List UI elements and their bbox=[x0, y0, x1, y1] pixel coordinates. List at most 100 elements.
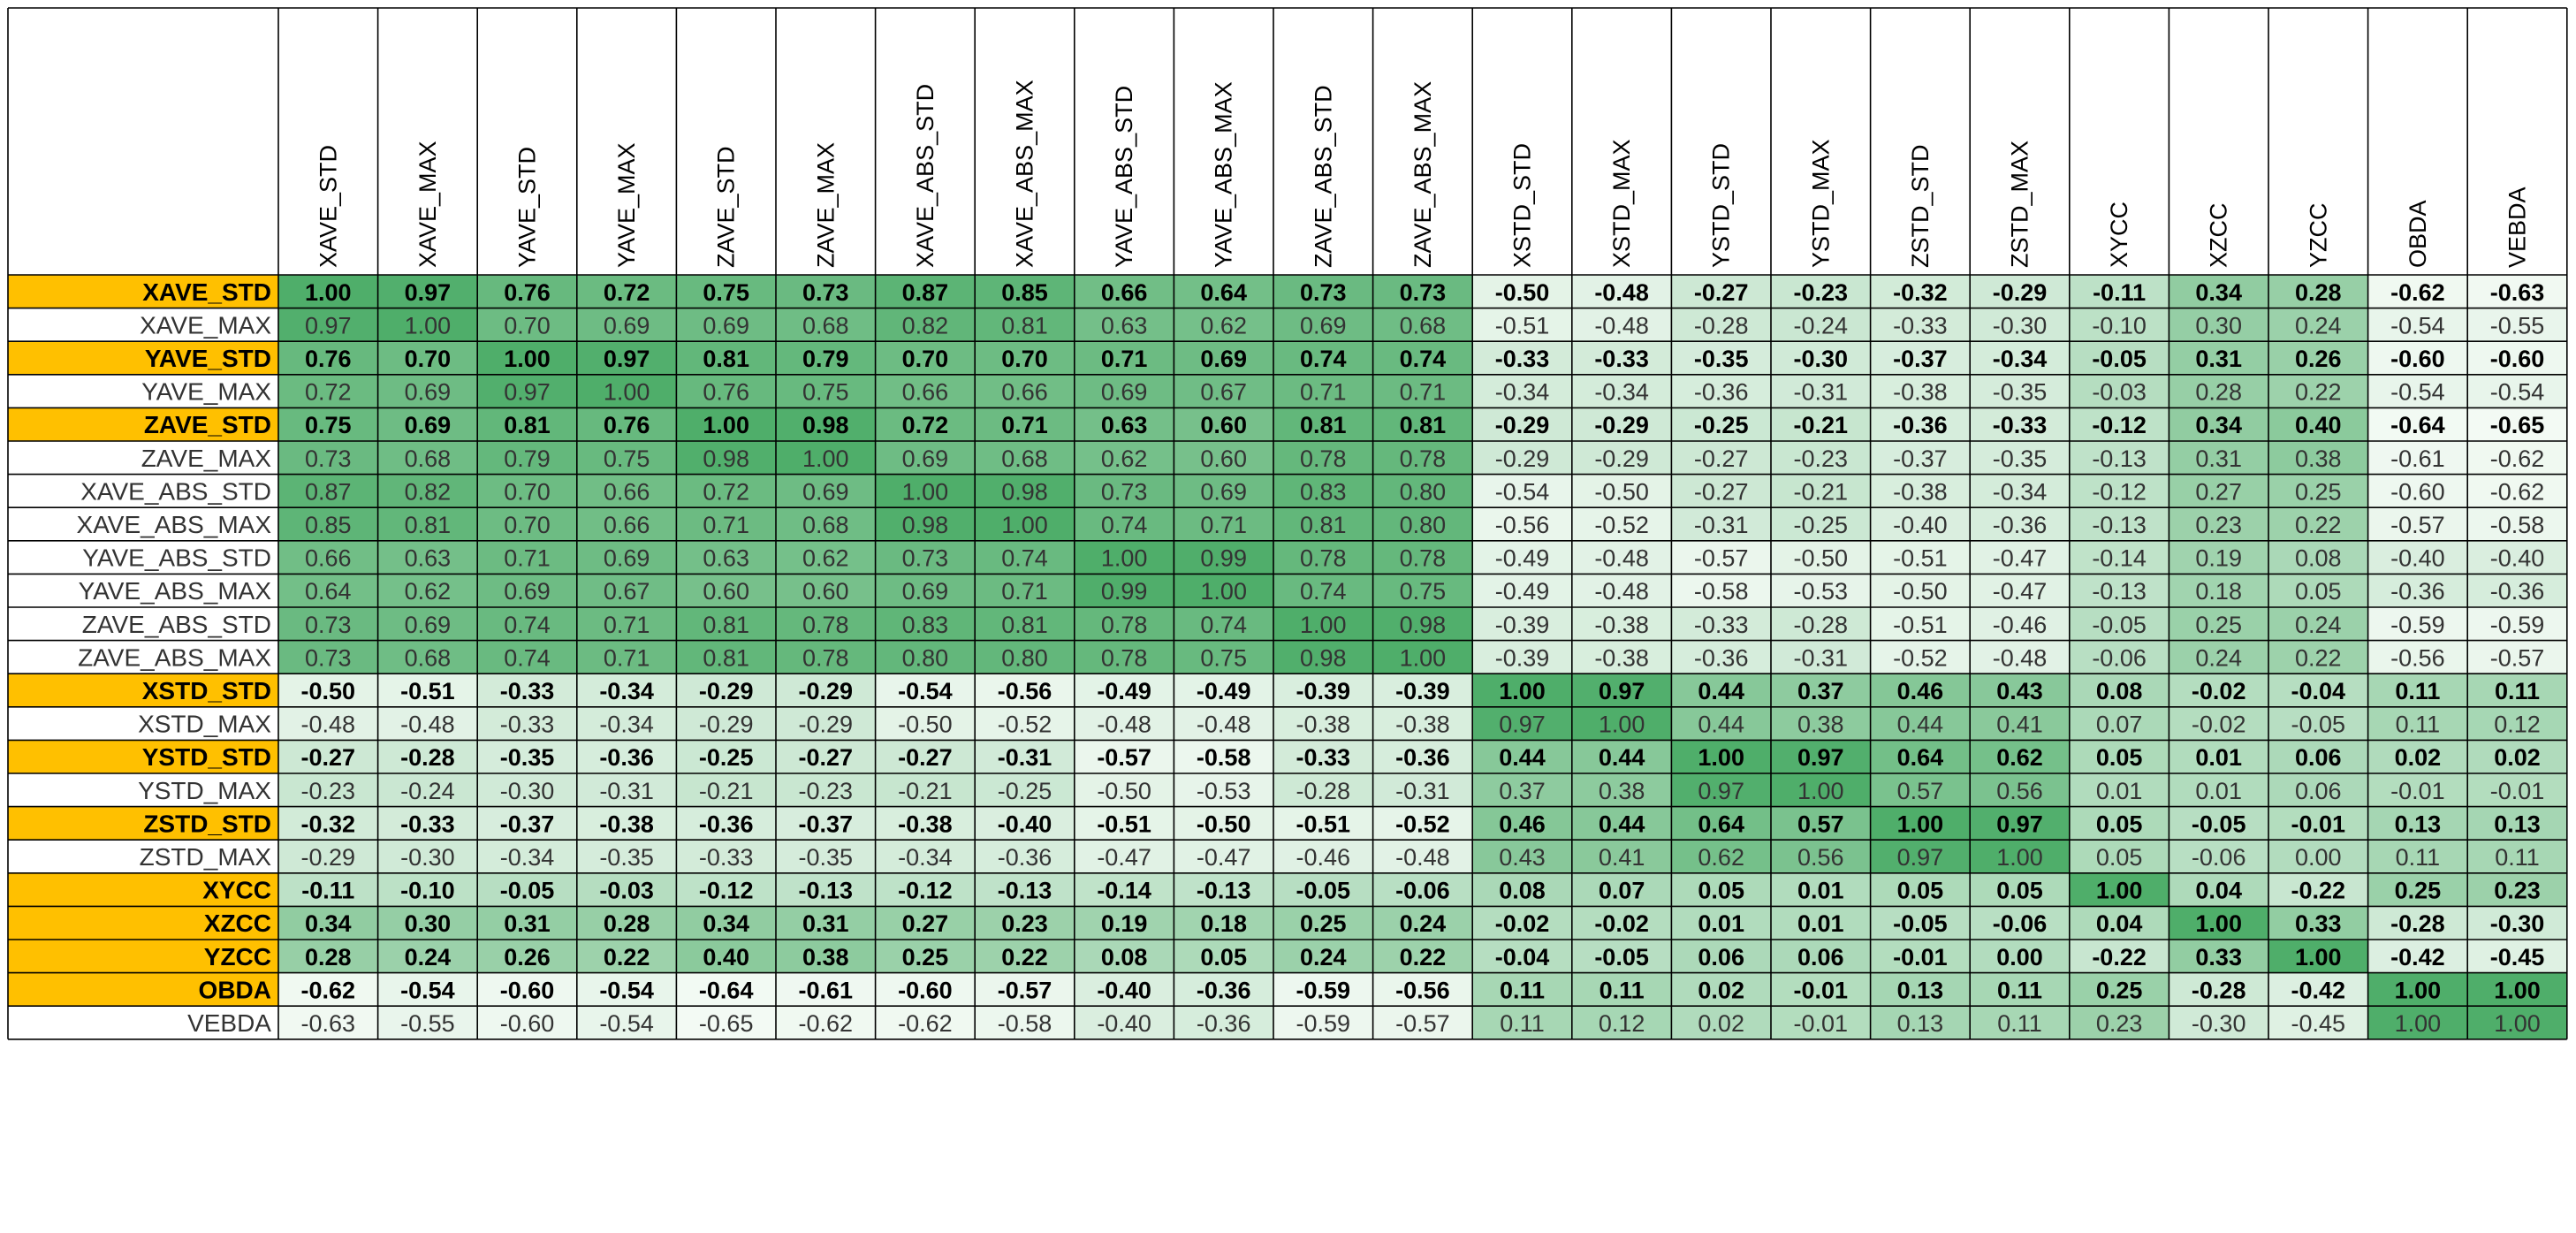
heatmap-cell bbox=[2169, 740, 2268, 773]
heatmap-cell bbox=[1074, 507, 1174, 541]
cell-value: 0.08 bbox=[1499, 878, 1546, 904]
cell-value: -0.47 bbox=[1197, 844, 1251, 871]
heatmap-cell bbox=[1671, 740, 1771, 773]
cell-value: -0.32 bbox=[301, 811, 356, 837]
cell-value: -0.60 bbox=[2490, 346, 2545, 372]
cell-value: -0.51 bbox=[1097, 811, 1151, 837]
cell-value: 0.75 bbox=[1200, 644, 1247, 671]
heatmap-cell bbox=[1174, 940, 1273, 973]
heatmap-cell bbox=[1671, 540, 1771, 575]
cell-value: -0.33 bbox=[1893, 312, 1948, 339]
cell-value: 0.64 bbox=[1200, 279, 1247, 306]
cell-value: 0.97 bbox=[1897, 844, 1944, 871]
heatmap-cell bbox=[2268, 574, 2368, 607]
cell-value: 0.74 bbox=[504, 612, 551, 638]
heatmap-cell bbox=[676, 840, 776, 873]
cell-value: 0.73 bbox=[802, 279, 849, 306]
row-label: YAVE_ABS_MAX bbox=[79, 577, 272, 605]
cell-value: 0.33 bbox=[2195, 944, 2242, 970]
cell-value: -0.48 bbox=[1097, 712, 1151, 738]
cell-value: 1.00 bbox=[1001, 512, 1048, 538]
cell-value: -0.55 bbox=[400, 1010, 455, 1037]
column-header: ZAVE_STD bbox=[713, 146, 740, 268]
cell-value: 0.63 bbox=[1101, 412, 1148, 438]
cell-value: -0.50 bbox=[1594, 478, 1649, 505]
heatmap-cell bbox=[2467, 906, 2567, 940]
heatmap-cell bbox=[1074, 840, 1174, 873]
heatmap-cell bbox=[1472, 972, 1572, 1007]
cell-value: 0.80 bbox=[1400, 478, 1447, 505]
heatmap-cell bbox=[1174, 507, 1273, 541]
row-label-highlight bbox=[8, 674, 278, 707]
heatmap-cell bbox=[975, 674, 1075, 707]
cell-value: -0.49 bbox=[1197, 678, 1251, 704]
heatmap-cell bbox=[1771, 407, 1871, 441]
column-header: XAVE_ABS_STD bbox=[912, 84, 938, 268]
cell-value: -0.33 bbox=[1594, 346, 1649, 372]
heatmap-cell bbox=[676, 275, 776, 308]
heatmap-cell bbox=[377, 872, 478, 907]
row-label: VEBDA bbox=[187, 1009, 271, 1037]
heatmap-cell bbox=[776, 674, 876, 707]
row-label: ZAVE_ABS_MAX bbox=[78, 643, 271, 671]
row-label: YAVE_STD bbox=[145, 345, 271, 372]
row-label: OBDA bbox=[199, 976, 271, 1003]
cell-value: -0.10 bbox=[2092, 312, 2147, 339]
heatmap-cell bbox=[975, 607, 1075, 641]
heatmap-cell bbox=[1671, 474, 1771, 508]
cell-value: 0.31 bbox=[802, 910, 849, 937]
cell-value: 0.05 bbox=[2096, 811, 2143, 837]
column-header: ZAVE_MAX bbox=[812, 142, 839, 268]
cell-value: -0.54 bbox=[2390, 379, 2445, 406]
cell-value: 0.69 bbox=[1200, 346, 1247, 372]
cell-value: -0.49 bbox=[1097, 678, 1151, 704]
heatmap-cell bbox=[1372, 407, 1473, 441]
cell-value: 0.05 bbox=[2295, 578, 2342, 605]
column-header: YSTD_MAX bbox=[1807, 139, 1834, 268]
heatmap-cell bbox=[875, 374, 976, 408]
cell-value: -0.29 bbox=[1495, 445, 1550, 472]
cell-value: -0.56 bbox=[998, 678, 1052, 704]
cell-value: 1.00 bbox=[1101, 545, 1148, 572]
cell-value: -0.21 bbox=[898, 778, 953, 804]
cell-value: -0.34 bbox=[1495, 379, 1550, 406]
cell-value: 0.85 bbox=[305, 512, 352, 538]
cell-value: -0.58 bbox=[998, 1010, 1052, 1037]
heatmap-cell bbox=[477, 872, 577, 907]
cell-value: -0.40 bbox=[1097, 977, 1151, 1003]
cell-value: -0.35 bbox=[1993, 445, 2048, 472]
cell-value: -0.48 bbox=[1993, 644, 2048, 671]
cell-value: 0.11 bbox=[2396, 844, 2441, 871]
cell-value: 0.73 bbox=[305, 612, 352, 638]
cell-value: 0.41 bbox=[1599, 844, 1645, 871]
heatmap-cell bbox=[1273, 574, 1373, 607]
heatmap-cell bbox=[2467, 940, 2567, 973]
heatmap-cell bbox=[975, 740, 1075, 773]
cell-value: 0.05 bbox=[1698, 878, 1744, 904]
cell-value: 0.22 bbox=[604, 944, 650, 970]
heatmap-cell bbox=[1174, 740, 1273, 773]
heatmap-cell bbox=[1472, 574, 1572, 607]
cell-value: 0.87 bbox=[305, 478, 352, 505]
heatmap-cell bbox=[2069, 607, 2169, 641]
cell-value: 0.85 bbox=[1001, 279, 1048, 306]
heatmap-cell bbox=[278, 441, 378, 475]
heatmap-cell bbox=[576, 308, 677, 342]
heatmap-cell bbox=[1771, 906, 1871, 940]
heatmap-cell bbox=[1870, 507, 1971, 541]
row-label-highlight bbox=[8, 275, 278, 308]
cell-value: 0.81 bbox=[703, 612, 749, 638]
cell-value: 0.11 bbox=[1997, 977, 2042, 1003]
cell-value: 1.00 bbox=[1499, 678, 1546, 704]
heatmap-cell bbox=[1970, 507, 2070, 541]
cell-value: -0.31 bbox=[1794, 644, 1849, 671]
cell-value: 0.11 bbox=[2495, 844, 2540, 871]
cell-value: 0.69 bbox=[504, 578, 551, 605]
cell-value: 0.64 bbox=[1698, 811, 1744, 837]
heatmap-cell bbox=[1870, 640, 1971, 674]
cell-value: 0.75 bbox=[1400, 578, 1447, 605]
cell-value: 0.97 bbox=[1698, 778, 1744, 804]
cell-value: -0.11 bbox=[2093, 279, 2146, 306]
cell-value: -0.50 bbox=[1794, 545, 1849, 572]
heatmap-cell bbox=[1571, 872, 1672, 907]
